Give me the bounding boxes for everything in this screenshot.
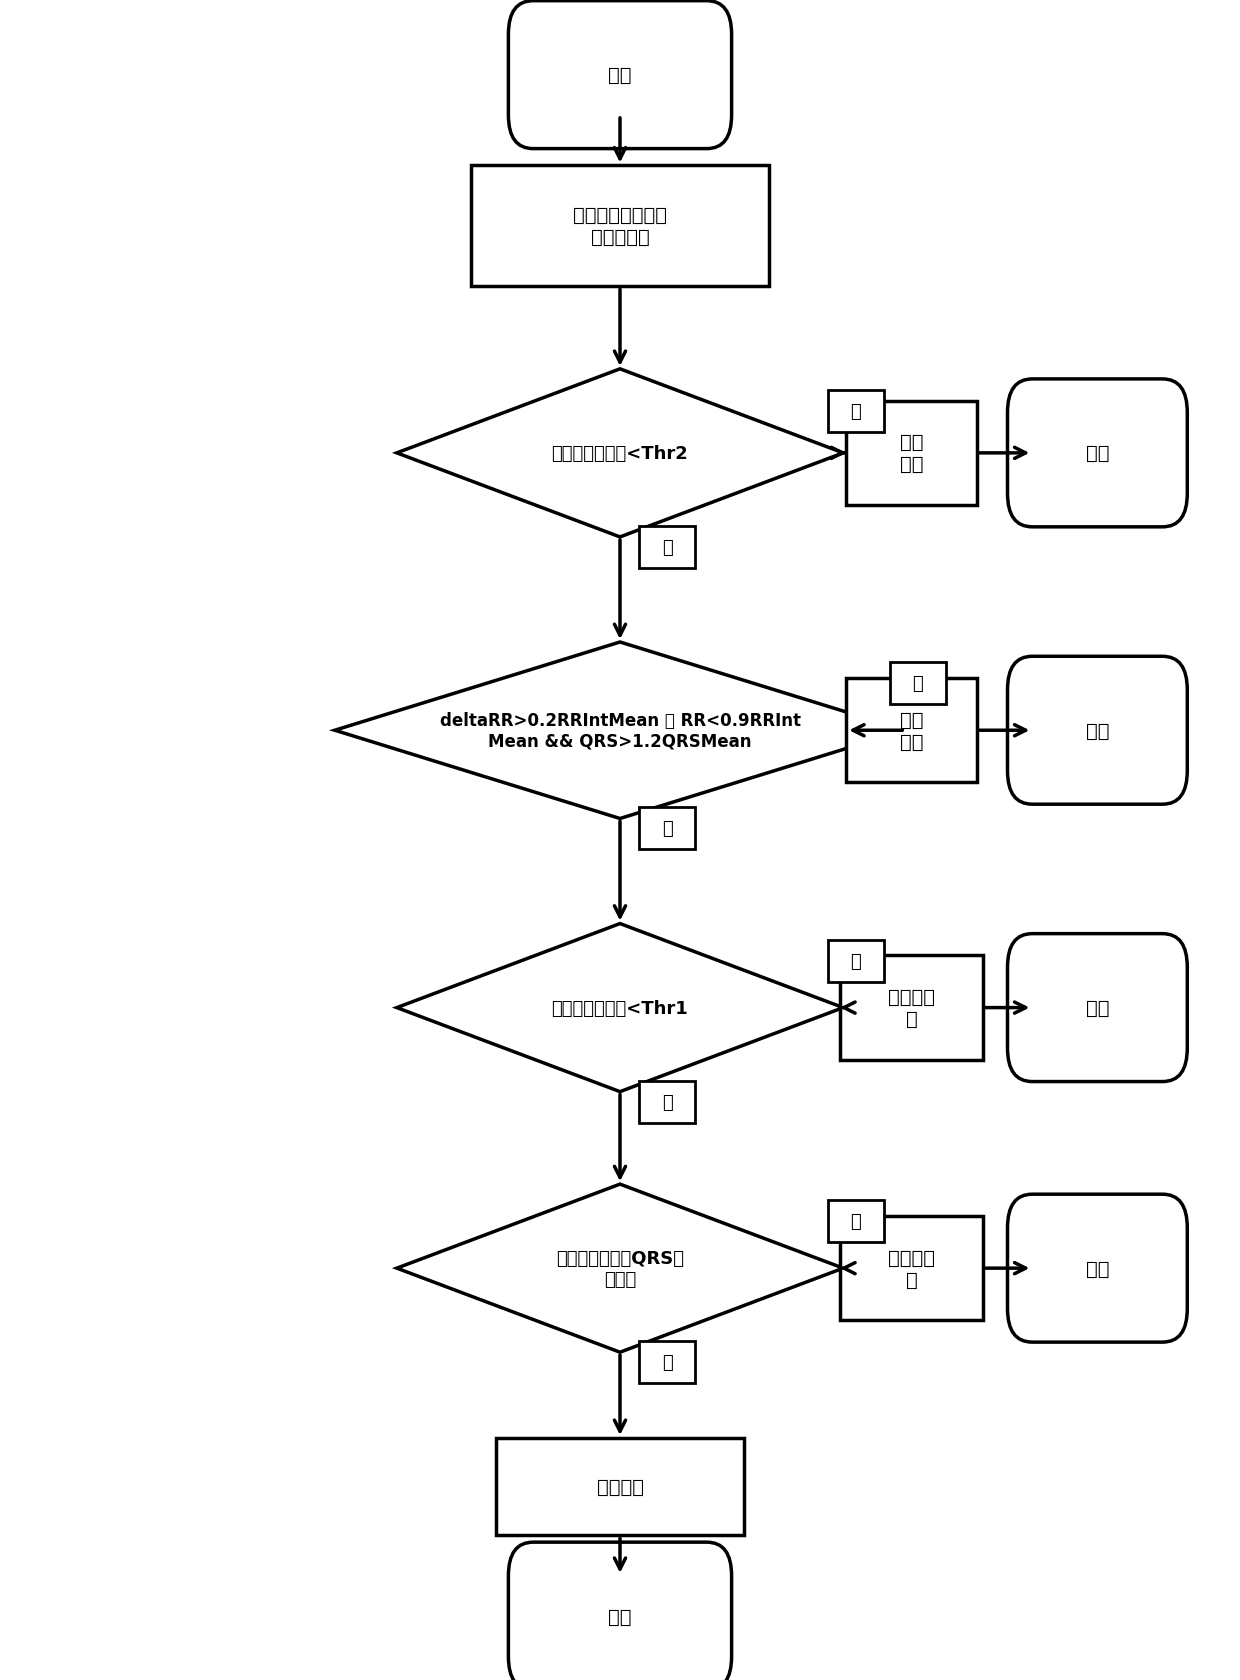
FancyBboxPatch shape — [640, 528, 696, 568]
FancyBboxPatch shape — [828, 941, 883, 981]
FancyBboxPatch shape — [846, 679, 977, 783]
Text: 室上性早
搏: 室上性早 搏 — [888, 988, 935, 1028]
Polygon shape — [335, 643, 905, 820]
Text: 结束: 结束 — [1086, 1258, 1109, 1278]
Text: 否: 否 — [851, 953, 861, 969]
FancyBboxPatch shape — [471, 166, 769, 287]
FancyBboxPatch shape — [1007, 380, 1188, 528]
Text: 结束: 结束 — [1086, 444, 1109, 464]
Text: 待测心拍计算皮尔
森相关系数: 待测心拍计算皮尔 森相关系数 — [573, 207, 667, 247]
FancyBboxPatch shape — [508, 2, 732, 150]
Text: 窦性
心拍: 窦性 心拍 — [900, 711, 923, 751]
FancyBboxPatch shape — [890, 664, 946, 706]
Text: 结束: 结束 — [1086, 721, 1109, 741]
FancyBboxPatch shape — [1007, 934, 1188, 1082]
FancyBboxPatch shape — [1007, 1194, 1188, 1342]
Text: 皮尔森相关系数<Thr1: 皮尔森相关系数<Thr1 — [552, 1000, 688, 1016]
Text: 否: 否 — [851, 1213, 861, 1230]
FancyBboxPatch shape — [640, 808, 696, 850]
Text: 代偿间歇完全或QRS宽
大畸形: 代偿间歇完全或QRS宽 大畸形 — [556, 1248, 684, 1289]
FancyBboxPatch shape — [640, 1341, 696, 1384]
Text: 否: 否 — [913, 675, 923, 692]
Text: 是: 是 — [662, 1354, 672, 1371]
FancyBboxPatch shape — [841, 956, 982, 1060]
Text: 室上性早
搏: 室上性早 搏 — [888, 1248, 935, 1289]
Text: 否: 否 — [662, 539, 672, 556]
Text: 室性早搏: 室性早搏 — [596, 1477, 644, 1497]
Polygon shape — [397, 1184, 843, 1352]
Text: 结束: 结束 — [609, 1606, 631, 1626]
FancyBboxPatch shape — [828, 390, 883, 433]
Text: 是: 是 — [662, 820, 672, 837]
Text: 室性
早搏: 室性 早搏 — [900, 433, 923, 474]
Text: 开始: 开始 — [609, 66, 631, 86]
Text: 是: 是 — [662, 1094, 672, 1110]
Polygon shape — [397, 924, 843, 1092]
FancyBboxPatch shape — [640, 1082, 696, 1122]
Text: 结束: 结束 — [1086, 998, 1109, 1018]
Text: 是: 是 — [851, 403, 861, 420]
FancyBboxPatch shape — [1007, 657, 1188, 805]
Text: deltaRR>0.2RRIntMean 或 RR<0.9RRInt
Mean && QRS>1.2QRSMean: deltaRR>0.2RRIntMean 或 RR<0.9RRInt Mean … — [439, 711, 801, 751]
FancyBboxPatch shape — [496, 1438, 744, 1536]
FancyBboxPatch shape — [846, 402, 977, 506]
FancyBboxPatch shape — [828, 1200, 883, 1243]
Text: 皮尔森相关系数<Thr2: 皮尔森相关系数<Thr2 — [552, 445, 688, 462]
Polygon shape — [397, 370, 843, 538]
FancyBboxPatch shape — [841, 1216, 982, 1320]
FancyBboxPatch shape — [508, 1542, 732, 1680]
